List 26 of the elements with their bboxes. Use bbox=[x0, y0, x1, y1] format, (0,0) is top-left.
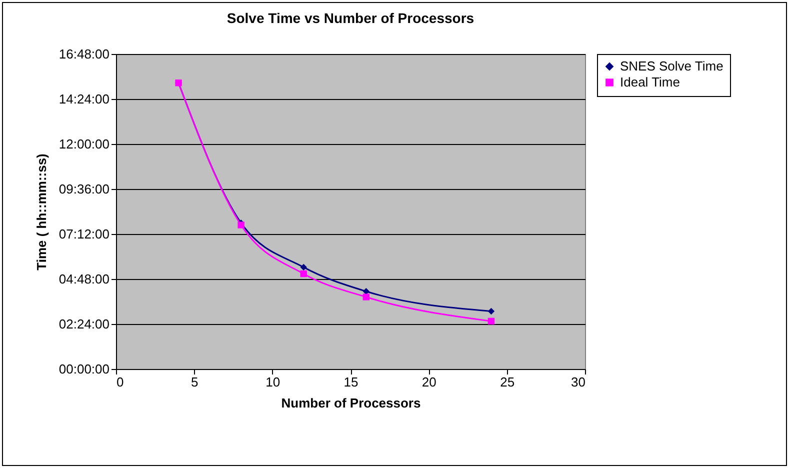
y-tick-label: 02:24:00 bbox=[58, 316, 110, 332]
y-tick-label: 14:24:00 bbox=[58, 92, 110, 106]
point bbox=[488, 308, 495, 315]
x-tick-label: 0 bbox=[116, 374, 124, 390]
legend-label: Ideal Time bbox=[620, 74, 680, 90]
y-axis-title: Time ( hh::mm::ss) bbox=[34, 154, 49, 270]
x-tick-label: 25 bbox=[500, 374, 515, 390]
y-tick-label: 09:36:00 bbox=[58, 182, 110, 196]
chart-title: Solve Time vs Number of Processors bbox=[226, 10, 474, 26]
y-tick-label: 12:00:00 bbox=[58, 136, 110, 152]
point bbox=[362, 294, 370, 300]
point bbox=[362, 288, 370, 295]
y-tick-label: 07:12:00 bbox=[58, 226, 110, 242]
x-tick-label: 15 bbox=[344, 374, 358, 390]
y-tick-label: 04:48:00 bbox=[58, 272, 110, 286]
legend-label: SNES Solve Time bbox=[620, 58, 724, 74]
y-tick-label: 00:00:00 bbox=[58, 362, 110, 376]
point bbox=[488, 318, 495, 325]
x-tick-label: 20 bbox=[422, 374, 436, 390]
y-tick-label: 16:48:00 bbox=[58, 46, 110, 62]
x-tick-label: 30 bbox=[571, 374, 586, 390]
x-tick-label: 5 bbox=[191, 374, 198, 390]
x-axis-title: Number of Processors bbox=[281, 396, 421, 410]
x-tick-label: 10 bbox=[266, 374, 280, 390]
point bbox=[300, 270, 307, 278]
point bbox=[300, 264, 307, 271]
